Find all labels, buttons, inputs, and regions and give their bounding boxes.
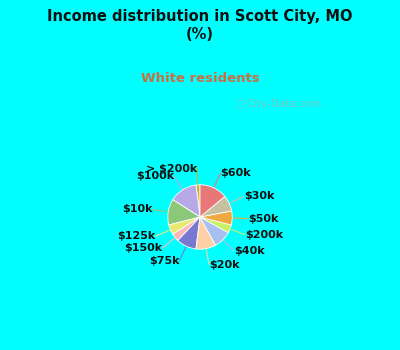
Wedge shape [196,185,200,217]
Text: $40k: $40k [234,246,265,256]
Wedge shape [178,217,200,249]
Text: $125k: $125k [117,231,156,241]
Text: $20k: $20k [209,260,240,270]
Wedge shape [173,217,200,240]
Text: $30k: $30k [244,191,274,201]
Wedge shape [200,196,232,217]
Text: ⓘ City-Data.com: ⓘ City-Data.com [237,99,321,108]
Text: $75k: $75k [149,256,179,266]
Wedge shape [196,217,216,249]
Wedge shape [169,217,200,234]
Text: > $200k: > $200k [146,164,197,174]
Wedge shape [200,185,225,217]
Text: $100k: $100k [136,171,174,181]
Text: Income distribution in Scott City, MO
(%): Income distribution in Scott City, MO (%… [47,9,353,42]
Text: $60k: $60k [221,168,251,178]
Text: $150k: $150k [124,243,163,253]
Wedge shape [168,200,200,225]
Text: $50k: $50k [248,214,279,224]
Wedge shape [200,217,231,232]
Wedge shape [200,211,232,225]
Text: $10k: $10k [122,204,152,215]
Text: White residents: White residents [141,72,259,85]
Wedge shape [173,185,200,217]
Wedge shape [200,217,228,245]
Text: $200k: $200k [245,230,283,240]
